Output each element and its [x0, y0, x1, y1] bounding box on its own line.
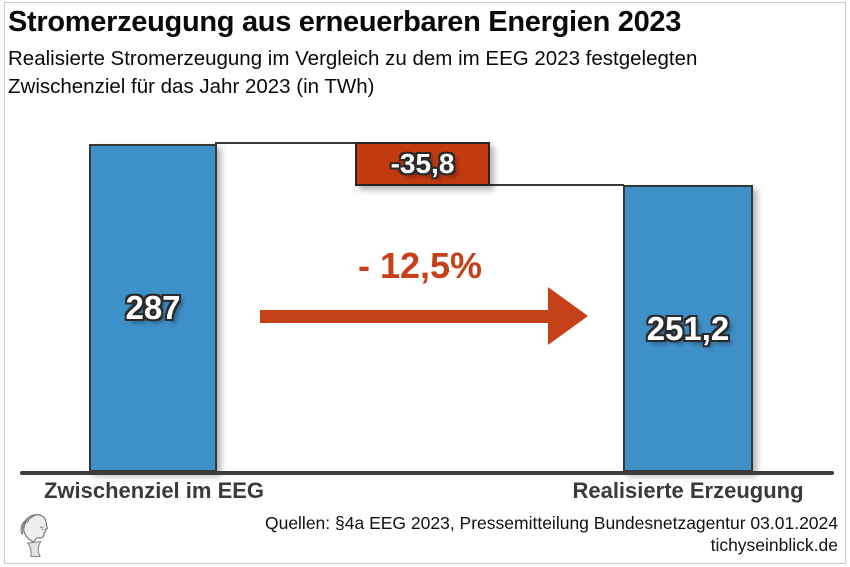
bar-actual-value: 251,2 — [623, 185, 753, 472]
category-label-target: Zwischenziel im EEG — [43, 478, 265, 503]
bar-actual-value-label: 251,2 — [646, 309, 730, 347]
source-attribution: Quellen: §4a EEG 2023, Pressemitteilung … — [265, 512, 838, 556]
website-name: tichyseinblick.de — [710, 535, 838, 555]
connector-line-target-to-difference — [215, 142, 356, 144]
baseline-axis — [20, 471, 834, 475]
bar-target-value-label: 287 — [125, 289, 181, 326]
difference-value-label: -35,8 — [390, 148, 455, 179]
category-label-actual: Realisierte Erzeugung — [572, 478, 804, 503]
chart-subtitle-line1: Realisierte Stromerzeugung im Vergleich … — [8, 47, 698, 70]
decrease-arrow-icon — [260, 310, 550, 323]
chart-subtitle: Realisierte Stromerzeugung im Vergleich … — [8, 45, 828, 101]
source-line: Quellen: §4a EEG 2023, Pressemitteilung … — [264, 513, 838, 533]
tichys-einblick-head-logo-icon — [20, 513, 49, 558]
connector-line-difference-to-actual — [488, 184, 624, 186]
bar-target-value: 287 — [89, 144, 217, 472]
chart-title: Stromerzeugung aus erneuerbaren Energien… — [8, 6, 682, 38]
decrease-arrow-head-icon — [548, 287, 588, 345]
difference-box: -35,8 — [355, 142, 490, 186]
percent-change-label: - 12,5% — [357, 245, 483, 286]
chart-subtitle-line2: Zwischenziel für das Jahr 2023 (in TWh) — [8, 75, 375, 98]
